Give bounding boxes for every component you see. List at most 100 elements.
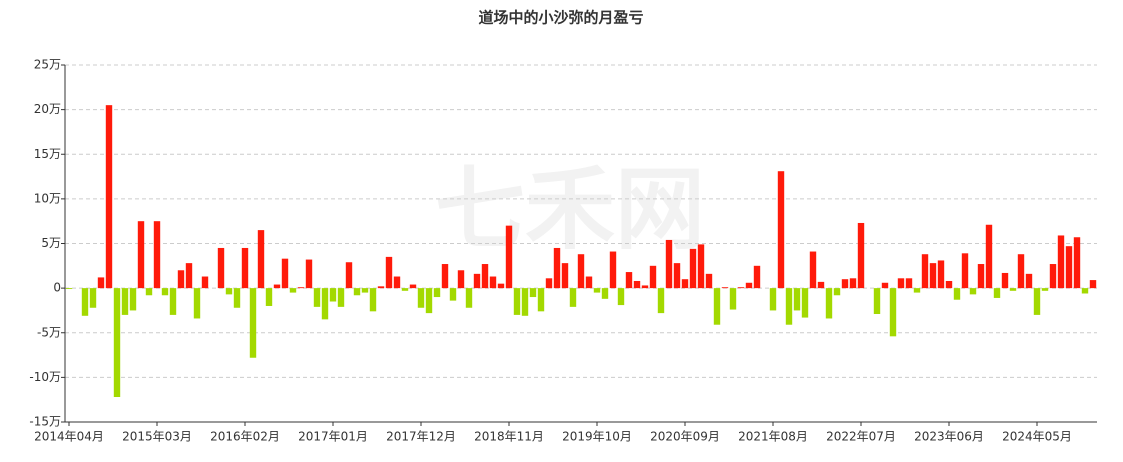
bar bbox=[1089, 280, 1097, 289]
bar bbox=[417, 288, 425, 308]
bar bbox=[705, 273, 713, 289]
bar bbox=[977, 264, 985, 289]
bar bbox=[153, 221, 161, 289]
bar bbox=[657, 288, 665, 314]
bar bbox=[945, 280, 953, 289]
bar bbox=[257, 230, 265, 289]
bar bbox=[601, 288, 609, 299]
bar bbox=[561, 263, 569, 289]
y-tick-label: 5万 bbox=[41, 236, 61, 250]
bar bbox=[593, 288, 601, 293]
bar bbox=[1009, 288, 1017, 291]
bar bbox=[577, 254, 585, 289]
bar bbox=[673, 263, 681, 289]
bar bbox=[905, 278, 913, 289]
bar bbox=[857, 222, 865, 289]
bar bbox=[137, 221, 145, 289]
bar bbox=[225, 288, 233, 295]
x-tick-label: 2020年09月 bbox=[650, 430, 720, 444]
y-tick-label: 0 bbox=[53, 281, 61, 295]
x-tick-label: 2021年08月 bbox=[738, 430, 808, 444]
bar bbox=[369, 288, 377, 312]
bar bbox=[385, 256, 393, 289]
bar bbox=[769, 288, 777, 311]
bar bbox=[585, 276, 593, 289]
bar bbox=[1001, 272, 1009, 289]
bar bbox=[345, 262, 353, 289]
bar bbox=[569, 288, 577, 307]
bar bbox=[361, 288, 369, 293]
y-tick-label: 15万 bbox=[34, 147, 61, 161]
bar bbox=[737, 287, 745, 289]
bar bbox=[713, 288, 721, 325]
x-tick-label: 2017年01月 bbox=[298, 430, 368, 444]
bar bbox=[969, 288, 977, 295]
bar bbox=[113, 288, 121, 398]
bar bbox=[777, 171, 785, 289]
bar bbox=[993, 288, 1001, 298]
bar bbox=[809, 251, 817, 289]
bar bbox=[313, 288, 321, 307]
bar bbox=[625, 272, 633, 289]
bar bbox=[169, 288, 177, 315]
chart-title: 道场中的小沙弥的月盈亏 bbox=[478, 9, 643, 27]
bar bbox=[497, 283, 505, 289]
bar bbox=[801, 288, 809, 318]
bar bbox=[433, 288, 441, 298]
x-tick-label: 2022年07月 bbox=[826, 430, 896, 444]
bar bbox=[641, 285, 649, 289]
y-tick-label: -10万 bbox=[29, 370, 61, 384]
bar bbox=[449, 288, 457, 301]
bar bbox=[249, 288, 257, 358]
bar bbox=[201, 276, 209, 289]
bar bbox=[633, 280, 641, 289]
bar bbox=[1065, 246, 1073, 289]
bar bbox=[241, 247, 249, 289]
bar bbox=[785, 288, 793, 325]
bar bbox=[377, 286, 385, 289]
y-tick-label: 25万 bbox=[34, 58, 61, 72]
y-tick-label: -5万 bbox=[37, 325, 61, 339]
bar bbox=[849, 278, 857, 289]
bar bbox=[921, 254, 929, 289]
bar bbox=[97, 277, 105, 289]
bar bbox=[881, 282, 889, 289]
bar bbox=[545, 278, 553, 289]
bar bbox=[833, 288, 841, 296]
bar bbox=[481, 264, 489, 289]
x-tick-label: 2016年02月 bbox=[210, 430, 280, 444]
bar bbox=[161, 288, 169, 296]
bar bbox=[409, 284, 417, 289]
bar bbox=[745, 282, 753, 289]
bar bbox=[937, 260, 945, 289]
bar bbox=[217, 247, 225, 289]
bar bbox=[553, 247, 561, 289]
bar bbox=[185, 263, 193, 289]
bar bbox=[353, 288, 361, 296]
bar bbox=[305, 259, 313, 289]
bar bbox=[441, 264, 449, 289]
x-tick-label: 2015年03月 bbox=[122, 430, 192, 444]
bar bbox=[697, 244, 705, 289]
bar bbox=[985, 224, 993, 289]
bar bbox=[81, 288, 89, 316]
bar bbox=[689, 248, 697, 289]
bar bbox=[329, 288, 337, 302]
bar bbox=[121, 288, 129, 315]
bar bbox=[337, 288, 345, 307]
bar bbox=[793, 288, 801, 311]
bar bbox=[281, 258, 289, 289]
y-tick-label: 10万 bbox=[34, 191, 61, 205]
bar bbox=[177, 270, 185, 289]
bar bbox=[825, 288, 833, 319]
bar bbox=[897, 278, 905, 289]
bar bbox=[617, 288, 625, 306]
watermark: 七禾网 bbox=[435, 157, 705, 262]
bar bbox=[1017, 254, 1025, 289]
bar bbox=[273, 284, 281, 289]
bar bbox=[721, 287, 729, 289]
bar bbox=[105, 105, 113, 289]
bar bbox=[489, 276, 497, 289]
bar bbox=[145, 288, 153, 296]
